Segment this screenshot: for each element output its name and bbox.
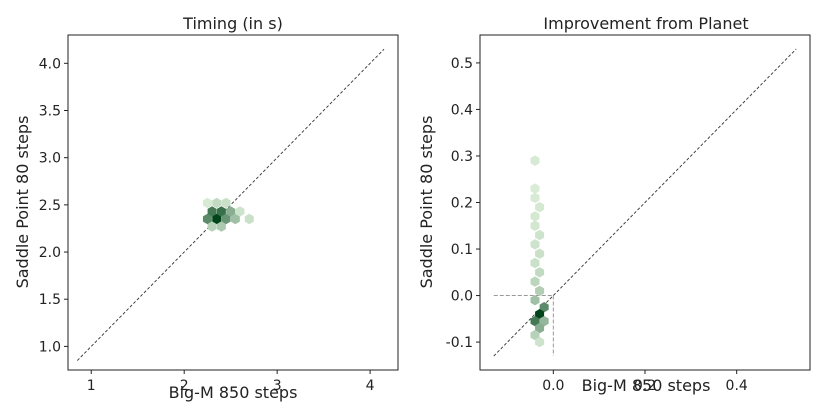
timing-panel: Timing (in s) 1 2 3 4 1.0 1.5 2.0 2.5 3.0 3.5 4.0…	[13, 14, 399, 402]
hexbin-cell	[207, 206, 217, 217]
hexbin-cell	[535, 267, 545, 278]
hexbin-cell	[535, 285, 545, 297]
hexbin-cell	[530, 276, 540, 287]
hexbin-cell	[535, 308, 545, 320]
hexbin-cell	[216, 206, 226, 217]
y-tick-label: 2.0	[39, 245, 61, 261]
x-tick-label: 4	[366, 378, 375, 394]
hexbin-cell	[207, 221, 217, 232]
hexbin-cell	[530, 220, 540, 231]
y-axis-label: Saddle Point 80 steps	[13, 116, 32, 289]
hexbin-cell	[221, 213, 231, 225]
hexbin-cell	[530, 183, 540, 194]
hexbin-cell	[202, 197, 212, 209]
hexbin-cell	[230, 213, 240, 225]
plot-frame	[67, 34, 399, 371]
y-tick-label: 2.5	[39, 198, 61, 214]
x-tick-label: 1	[87, 378, 96, 394]
hexbin-cell	[535, 229, 545, 241]
hexbin-cell	[226, 206, 236, 217]
y-tick-label: 3.5	[39, 103, 61, 119]
hexbin-cell	[530, 315, 540, 327]
hexbin-cell	[235, 206, 245, 217]
hexbin-cell	[530, 239, 540, 250]
hexbin-cell	[216, 221, 226, 232]
y-tick-label: 0.3	[451, 149, 473, 165]
x-tick-label: 0.4	[726, 378, 748, 394]
y-tick-label: 3.0	[39, 151, 61, 167]
y-tick-label: 0.1	[451, 242, 473, 258]
hexbin-cell	[530, 155, 540, 166]
hexbin-cell	[535, 248, 545, 259]
hexbin-cell	[212, 197, 222, 209]
hexbin-cell	[530, 295, 540, 306]
chart-title: Improvement from Planet	[543, 14, 748, 33]
hexbin-cell	[212, 213, 222, 225]
hexbin-cell	[530, 192, 540, 204]
y-tick-label: -0.1	[446, 335, 473, 351]
y-tick-label: 1.0	[39, 339, 61, 355]
y-axis-label: Saddle Point 80 steps	[417, 116, 436, 289]
y-tick-label: 0.4	[451, 102, 473, 118]
y-tick-label: 0.2	[451, 196, 473, 212]
diagonal-line	[76, 48, 385, 361]
hexbin-cell	[530, 211, 540, 222]
y-tick-label: 4.0	[39, 56, 61, 72]
x-tick-label: 3	[273, 378, 282, 394]
hexbin-cell	[535, 201, 545, 213]
hexbin-cell	[535, 322, 545, 334]
x-axis-label: Big-M 850 steps	[169, 383, 298, 402]
hexbin-cell	[221, 197, 231, 209]
x-tick-label: 0.0	[542, 378, 564, 394]
hexbin-cell	[530, 329, 540, 341]
x-tick-label: 0.2	[634, 378, 656, 394]
x-tick-label: 2	[180, 378, 189, 394]
y-tick-label: 1.5	[39, 292, 61, 308]
hexbin-cell	[539, 301, 549, 313]
y-tick-label: 0.0	[451, 289, 473, 305]
y-tick-label: 0.5	[451, 56, 473, 72]
hexbin-cell	[530, 257, 540, 269]
hexbin-cell	[244, 213, 254, 225]
hexbin-cell	[202, 213, 212, 225]
improvement-panel: Improvement from Planet 0.0 0.2 0.4 -0.1 0.…	[417, 14, 811, 395]
chart-title: Timing (in s)	[182, 14, 283, 33]
hexbin-cell	[539, 315, 549, 327]
hexbin-cell	[535, 336, 545, 348]
x-axis-label: Big-M 850 steps	[582, 376, 711, 395]
